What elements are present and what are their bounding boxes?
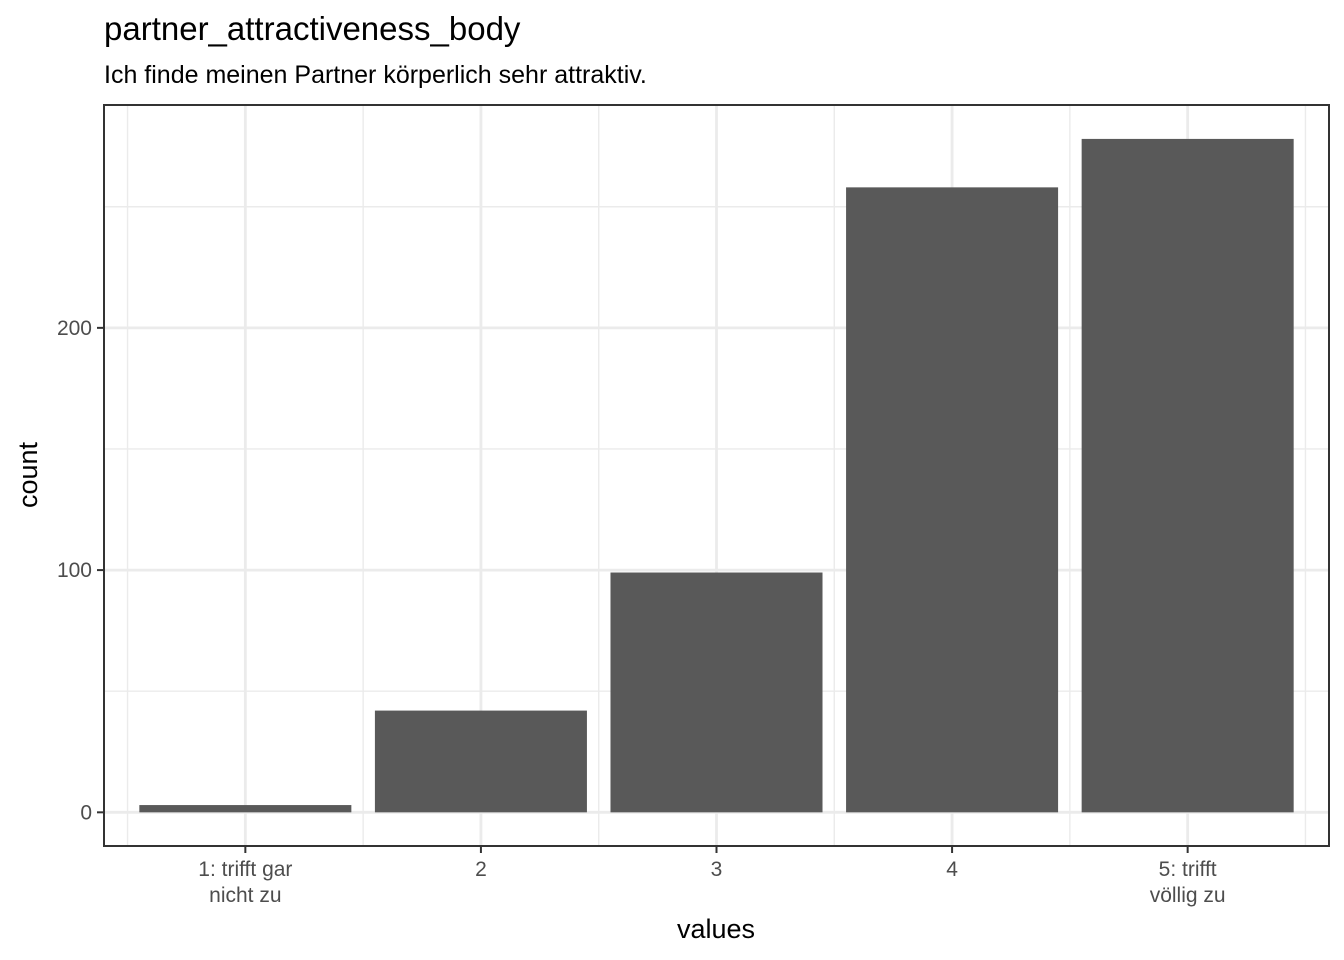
chart-title: partner_attractiveness_body [104, 10, 521, 47]
x-tick-label: 2 [475, 858, 487, 881]
x-axis-title: values [677, 914, 755, 944]
bar [1081, 138, 1294, 813]
y-tick-label: 0 [80, 801, 92, 824]
bar [610, 572, 823, 813]
y-axis-title: count [13, 441, 43, 508]
y-tick-label: 200 [57, 317, 92, 340]
x-tick-label: 4 [946, 858, 958, 881]
bar [846, 187, 1059, 813]
x-tick-label: 3 [711, 858, 723, 881]
x-tick-label: 5: trifft völlig zu [1150, 858, 1226, 907]
y-tick-label: 100 [57, 559, 92, 582]
bar [374, 710, 587, 813]
bar [139, 805, 352, 813]
plot-panel: 0 100 200 1: trifft gar nicht zu 2 3 4 5: trifft… [57, 104, 1330, 907]
chart-subtitle: Ich finde meinen Partner körperlich sehr… [104, 61, 647, 89]
x-tick-label: 1: trifft gar nicht zu [198, 858, 292, 907]
